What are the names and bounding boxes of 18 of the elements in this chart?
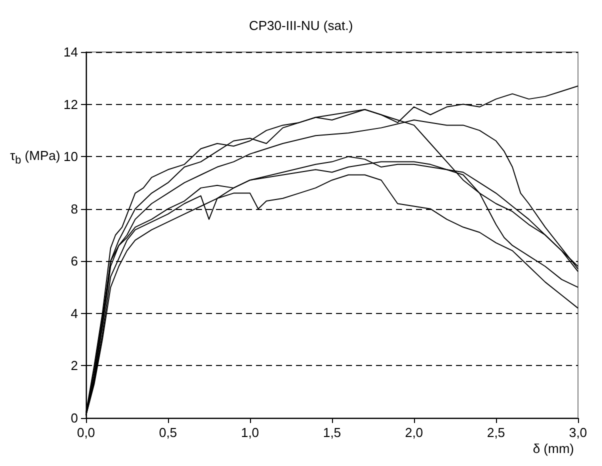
y-tick-label: 14: [64, 44, 78, 60]
y-tick-label: 6: [70, 254, 78, 269]
y-tick-label: 12: [64, 96, 78, 112]
x-tick-label: 2,5: [486, 425, 506, 440]
chart-title: CP30-III-NU (sat.): [248, 18, 354, 33]
x-axis-title: δ (mm): [532, 441, 574, 457]
y-tick-label: 10: [64, 149, 78, 164]
y-tick-label: 0: [70, 410, 78, 426]
x-tick-label: 0,5: [158, 425, 178, 440]
x-tick-label: 1,5: [322, 425, 342, 440]
x-tick-label: 1,0: [240, 425, 260, 440]
x-tick-label: 0,0: [76, 425, 96, 440]
y-tick-label: 8: [70, 201, 78, 216]
x-tick-label: 3,0: [568, 425, 588, 440]
y-tick-label: 2: [70, 358, 78, 374]
y-tick-label: 4: [70, 306, 78, 321]
x-tick-label: 2,0: [404, 425, 424, 440]
y-axis-title: τ$_{b}$ (MPa): [10, 148, 60, 169]
